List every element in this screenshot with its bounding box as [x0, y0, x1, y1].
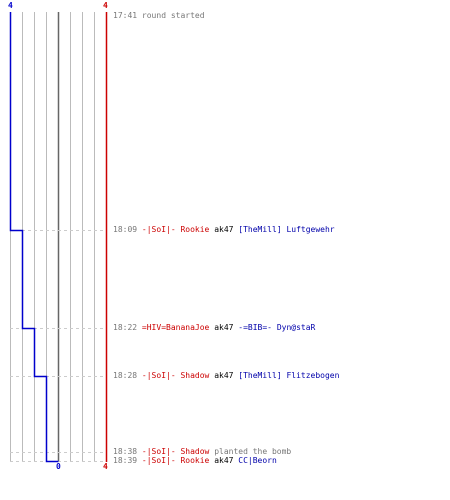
event-time: 18:28: [113, 371, 138, 380]
event-message: planted the bomb: [214, 447, 292, 456]
event-killer: -|SoI|- Rookie: [141, 225, 210, 234]
event-time: 18:09: [113, 225, 138, 234]
event-weapon: ak47: [214, 371, 234, 380]
red-team-end-score: 4: [103, 462, 108, 471]
event-message: round started: [141, 11, 205, 20]
red-team-start-score: 4: [103, 1, 108, 10]
event-killer: -|SoI|- Rookie: [141, 456, 210, 465]
event-time: 17:41: [113, 11, 138, 20]
event-victim: [TheMill] Flitzebogen: [238, 371, 340, 380]
event-weapon: ak47: [214, 225, 234, 234]
event-weapon: ak47: [214, 456, 234, 465]
event-time: 18:22: [113, 323, 138, 332]
event-row: 18:22 =HIV=BananaJoe ak47 -=BIB=- Dyn@st…: [113, 323, 315, 333]
blue-team-score-path: [9, 12, 59, 463]
event-weapon: ak47: [214, 323, 234, 332]
event-row: 17:41 round started: [113, 11, 205, 21]
event-killer: -|SoI|- Shadow: [141, 371, 210, 380]
event-row: 18:28 -|SoI|- Shadow ak47 [TheMill] Flit…: [113, 371, 339, 381]
event-row: 18:39 -|SoI|- Rookie ak47 CC|Beorn: [113, 456, 277, 466]
event-killer: =HIV=BananaJoe: [141, 323, 210, 332]
event-victim: CC|Beorn: [238, 456, 277, 465]
event-killer: -|SoI|- Shadow: [141, 447, 210, 456]
event-time: 18:38: [113, 447, 138, 456]
event-victim: -=BIB=- Dyn@staR: [238, 323, 316, 332]
vertical-grid: [10, 12, 95, 462]
event-time: 18:39: [113, 456, 138, 465]
event-row: 18:09 -|SoI|- Rookie ak47 [TheMill] Luft…: [113, 225, 335, 235]
event-victim: [TheMill] Luftgewehr: [238, 225, 335, 234]
blue-team-end-score: 0: [56, 462, 61, 471]
event-row: 18:38 -|SoI|- Shadow planted the bomb: [113, 447, 291, 457]
blue-team-start-score: 4: [8, 1, 13, 10]
